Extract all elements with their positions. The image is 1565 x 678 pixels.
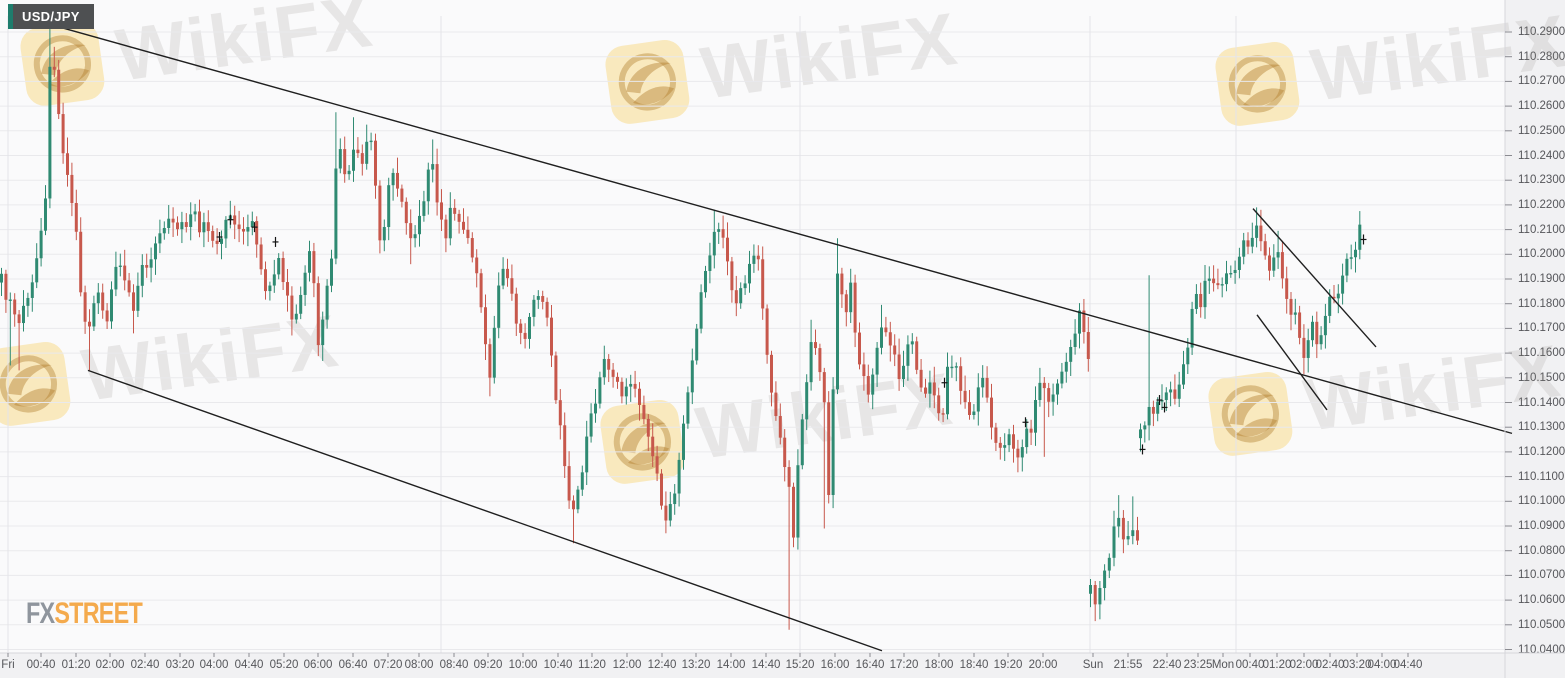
price-axis-label: 110.2500 — [1518, 124, 1565, 137]
time-axis-label: 17:20 — [889, 659, 919, 671]
price-axis-label: 110.2300 — [1518, 174, 1565, 187]
time-axis-label: 08:40 — [439, 659, 469, 671]
time-axis-label: 12:00 — [612, 659, 642, 671]
time-axis-label: 02:00 — [95, 659, 125, 671]
price-axis-label: 110.1700 — [1518, 322, 1565, 335]
fxstreet-fx-text: FX — [26, 597, 55, 630]
time-axis-label: 03:20 — [1342, 659, 1372, 671]
time-axis-label: 10:00 — [508, 659, 538, 671]
price-axis-label: 110.2600 — [1518, 100, 1565, 113]
time-axis-label: 09:20 — [473, 659, 503, 671]
price-axis-label: 110.1900 — [1518, 273, 1565, 285]
trendline — [54, 25, 1513, 435]
time-axis-label: 04:40 — [234, 659, 264, 671]
price-axis-label: 110.2100 — [1518, 223, 1565, 236]
time-axis-label: 01:20 — [1262, 659, 1292, 671]
time-axis-label: 18:40 — [959, 659, 989, 671]
fxstreet-logo: FXSTREET — [26, 597, 143, 631]
time-axis-label: 04:00 — [1367, 659, 1397, 671]
time-axis-label: 04:40 — [1393, 659, 1423, 671]
time-axis-label: 00:40 — [26, 659, 56, 671]
time-axis-label: 02:40 — [130, 659, 160, 671]
time-axis-label: 06:00 — [303, 659, 333, 671]
price-axis-label: 110.2000 — [1518, 248, 1565, 261]
price-axis-label: 110.2700 — [1518, 75, 1565, 88]
time-axis-label: 21:55 — [1113, 659, 1143, 671]
symbol-badge: USD/JPY — [8, 4, 94, 29]
price-axis-label: 110.0800 — [1518, 544, 1565, 557]
time-axis-label: 04:00 — [199, 659, 229, 671]
time-axis-label: Sun — [1082, 659, 1104, 671]
price-axis-label: 110.2400 — [1518, 149, 1565, 162]
price-axis: 110.2900 110.2800 110.2700 110.2600 110.2500… — [1505, 0, 1565, 678]
time-axis-label: 02:40 — [1315, 659, 1345, 671]
time-axis-label: 06:40 — [338, 659, 368, 671]
price-axis-label: 110.1000 — [1518, 495, 1565, 508]
price-axis-label: 110.2800 — [1518, 50, 1565, 63]
fxstreet-street-text: STREET — [54, 597, 142, 630]
time-axis-label: 16:00 — [820, 659, 850, 671]
time-axis-label: 05:20 — [269, 659, 299, 671]
price-axis-label: 110.0600 — [1518, 594, 1565, 607]
time-axis-label: 15:20 — [785, 659, 815, 671]
time-axis-label: 07:20 — [373, 659, 403, 671]
time-axis-label: 00:40 — [1235, 659, 1265, 671]
time-axis-label: 11:20 — [578, 659, 606, 671]
price-axis-label: 110.1500 — [1518, 371, 1565, 384]
time-axis-label: Fri — [1, 659, 15, 671]
time-axis-label: 18:00 — [924, 659, 954, 671]
time-axis-label: 08:00 — [404, 659, 434, 671]
price-axis-label: 110.0700 — [1518, 569, 1565, 582]
time-axis-label: 14:40 — [751, 659, 781, 671]
price-axis-label: 110.2900 — [1518, 26, 1565, 38]
time-axis-label: 03:20 — [165, 659, 195, 671]
time-axis-label: 14:00 — [716, 659, 746, 671]
symbol-accent-bar — [8, 4, 13, 29]
time-axis-label: 01:20 — [61, 659, 91, 671]
trendline — [1252, 208, 1377, 348]
time-axis-label: 19:20 — [993, 659, 1023, 671]
time-axis-label: 10:40 — [543, 659, 573, 671]
price-axis-label: 110.0500 — [1518, 618, 1565, 631]
trendline — [87, 369, 883, 652]
price-axis-label: 110.0900 — [1518, 520, 1565, 532]
time-axis-label: 02:00 — [1289, 659, 1319, 671]
time-axis-label: 22:40 — [1152, 659, 1182, 671]
price-axis-label: 110.1200 — [1518, 445, 1565, 458]
time-axis-label: 20:00 — [1028, 659, 1058, 671]
time-axis-label: 16:40 — [855, 659, 885, 671]
price-axis-label: 110.1800 — [1518, 297, 1565, 310]
price-axis-label: 110.1300 — [1518, 421, 1565, 434]
price-axis-label: 110.2200 — [1518, 198, 1565, 211]
trendline — [1256, 314, 1328, 411]
price-axis-label: 110.1400 — [1518, 396, 1565, 409]
symbol-label: USD/JPY — [13, 4, 94, 29]
time-axis-label: 12:40 — [647, 659, 677, 671]
time-axis-label: 13:20 — [681, 659, 711, 671]
price-axis-label: 110.1100 — [1518, 470, 1565, 483]
time-axis-label: Mon — [1211, 659, 1235, 671]
time-axis-label: 23:25 — [1183, 659, 1213, 671]
price-axis-label: 110.1600 — [1518, 347, 1565, 360]
time-axis: Fri 00:40 01:20 02:00 02:40 03:20 04:00 04:40 05… — [0, 653, 1565, 678]
